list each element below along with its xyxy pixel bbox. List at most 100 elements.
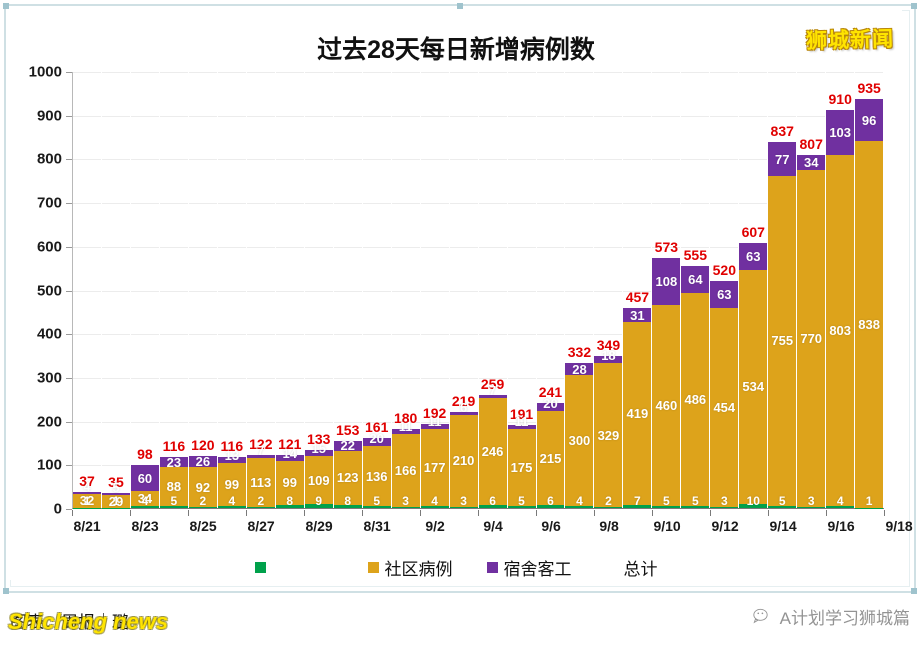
frame-handle-top-center[interactable] bbox=[457, 3, 463, 9]
bar-segment-community-value: 99 bbox=[224, 477, 240, 493]
watermark-top-right: 狮城新闻 bbox=[805, 27, 895, 54]
bar-column[interactable]: 837 77 755 5 bbox=[768, 72, 798, 508]
y-tick-mark bbox=[66, 203, 72, 205]
legend-community[interactable]: 社区病例 bbox=[367, 555, 453, 580]
bar-segment-community: 300 bbox=[565, 375, 594, 507]
legend-imported[interactable] bbox=[254, 561, 272, 573]
y-tick-label: 700 bbox=[36, 194, 62, 212]
bar-column[interactable]: 555 64 486 5 bbox=[681, 72, 711, 508]
bar-column[interactable]: 98 60 34 4 bbox=[130, 72, 160, 508]
bar-total-label: 935 bbox=[857, 80, 881, 97]
bar-column[interactable]: 573 108 460 5 bbox=[652, 72, 682, 508]
bar-stack: 116 13 99 4 bbox=[217, 438, 246, 508]
bar-column[interactable]: 180 11 166 3 bbox=[391, 72, 421, 508]
bar-column[interactable]: 219 6 210 3 bbox=[449, 72, 479, 508]
bar-column[interactable]: 153 22 123 8 bbox=[333, 72, 363, 508]
bar-column[interactable]: 607 63 534 10 bbox=[739, 72, 769, 508]
bar-segment-dormitory-value: 96 bbox=[861, 112, 877, 128]
bar-segment-dormitory: 11 bbox=[507, 415, 536, 430]
y-tick-mark bbox=[66, 509, 72, 510]
bar-segment-imported: 9 bbox=[304, 495, 333, 508]
bar-column[interactable]: 349 18 329 2 bbox=[594, 72, 624, 508]
bar-total-label: 153 bbox=[336, 422, 360, 439]
bar-stack: 192 11 177 4 bbox=[420, 405, 449, 508]
x-tick-label: 9/2 bbox=[425, 518, 445, 534]
bar-column[interactable]: 161 20 136 5 bbox=[362, 72, 392, 508]
bar-stack: 120 26 92 2 bbox=[188, 437, 217, 508]
x-tick-mark bbox=[188, 510, 189, 516]
y-tick-mark bbox=[66, 290, 72, 292]
legend-dormitory[interactable]: 宿舍客工 bbox=[486, 555, 572, 580]
x-tick-mark bbox=[72, 510, 73, 516]
bar-segment-community: 92 bbox=[188, 466, 217, 508]
bar-column[interactable]: 191 11 175 5 bbox=[507, 72, 537, 508]
bar-column[interactable]: 121 14 99 8 bbox=[275, 72, 305, 508]
bar-column[interactable]: 116 23 88 5 bbox=[159, 72, 189, 508]
bar-segment-community: 99 bbox=[217, 463, 246, 507]
x-tick-label: 9/4 bbox=[483, 518, 503, 534]
frame-handle-top-right[interactable] bbox=[911, 3, 917, 9]
bar-segment-dormitory: 103 bbox=[826, 110, 855, 156]
bar-segment-community: 770 bbox=[797, 170, 826, 507]
bar-segment-imported-value: 3 bbox=[807, 494, 815, 508]
bar-segment-dormitory: 20 bbox=[362, 432, 391, 447]
bar-column[interactable]: 910 103 803 4 bbox=[826, 72, 856, 508]
chart-card: 过去28天每日新增病例数 狮城新闻 37 4 32 1 35 5 29 1 98 60 34 4 116… bbox=[10, 10, 913, 582]
x-tick-mark bbox=[420, 510, 421, 516]
bar-segment-community-value: 755 bbox=[771, 333, 794, 349]
bar-segment-imported: 2 bbox=[594, 495, 623, 508]
bar-total-label: 192 bbox=[422, 405, 447, 422]
bar-total-label: 520 bbox=[712, 261, 736, 278]
bar-column[interactable]: 935 96 838 1 bbox=[855, 72, 885, 508]
bar-segment-community: 755 bbox=[768, 175, 797, 506]
x-tick-mark bbox=[536, 510, 537, 516]
x-tick-label: 9/14 bbox=[769, 518, 797, 534]
bar-segment-imported: 5 bbox=[768, 495, 797, 508]
bar-segment-dormitory: 11 bbox=[391, 420, 420, 435]
bar-total-label: 116 bbox=[162, 438, 186, 455]
bar-column[interactable]: 37 4 32 1 bbox=[73, 72, 102, 508]
bar-column[interactable]: 192 11 177 4 bbox=[420, 72, 450, 508]
frame-handle-top-left[interactable] bbox=[3, 3, 9, 9]
bar-segment-community-value: 838 bbox=[858, 316, 880, 332]
bar-column[interactable]: 120 26 92 2 bbox=[188, 72, 218, 508]
chart-legend: 社区病例 宿舍客工 总计 bbox=[10, 552, 902, 582]
bar-segment-community-value: 486 bbox=[684, 392, 707, 408]
bar-column[interactable]: 133 15 109 9 bbox=[304, 72, 334, 508]
bar-segment-dormitory: 11 bbox=[420, 415, 449, 429]
bar-column[interactable]: 259 7 246 6 bbox=[478, 72, 508, 508]
x-tick-mark bbox=[826, 510, 827, 516]
bar-segment-imported-value: 5 bbox=[778, 494, 786, 508]
frame-handle-bottom-left[interactable] bbox=[3, 588, 9, 594]
bar-segment-imported: 5 bbox=[681, 495, 710, 508]
legend-total[interactable]: 总计 bbox=[624, 555, 658, 580]
bar-total-label: 573 bbox=[654, 238, 679, 255]
legend-dormitory-swatch bbox=[486, 561, 498, 573]
bar-series-group: 37 4 32 1 35 5 29 1 98 60 34 4 116 23 88 5 120 26 92 2 116 13… bbox=[73, 72, 885, 508]
bar-total-label: 241 bbox=[538, 383, 563, 400]
bar-column[interactable]: 122 7 113 2 bbox=[246, 72, 276, 508]
bar-segment-dormitory: 18 bbox=[594, 349, 623, 364]
bar-segment-imported-value: 3 bbox=[460, 494, 467, 508]
bar-segment-imported: 4 bbox=[217, 495, 246, 508]
bar-column[interactable]: 520 63 454 3 bbox=[710, 72, 740, 508]
legend-community-label: 社区病例 bbox=[384, 559, 453, 579]
frame-handle-bottom-right[interactable] bbox=[911, 588, 917, 594]
bar-segment-community: 113 bbox=[246, 457, 275, 508]
plot-area: 37 4 32 1 35 5 29 1 98 60 34 4 116 23 88 5 120 26 92 2 116 13… bbox=[29, 64, 885, 518]
bar-column[interactable]: 241 20 215 6 bbox=[536, 72, 566, 508]
bar-segment-imported-value: 9 bbox=[315, 494, 323, 508]
bar-segment-community-value: 99 bbox=[282, 475, 297, 491]
bar-segment-community: 838 bbox=[855, 141, 884, 508]
bar-column[interactable]: 332 28 300 4 bbox=[565, 72, 595, 508]
bar-column[interactable]: 457 31 419 7 bbox=[623, 72, 653, 508]
bar-segment-community: 215 bbox=[536, 411, 565, 506]
bar-total-label: 37 bbox=[79, 472, 95, 489]
bar-segment-dormitory: 64 bbox=[681, 265, 710, 294]
bar-column[interactable]: 807 34 770 3 bbox=[797, 72, 827, 508]
bar-column[interactable]: 116 13 99 4 bbox=[217, 72, 247, 508]
bar-column[interactable]: 35 5 29 1 bbox=[101, 72, 131, 508]
bar-stack: 121 14 99 8 bbox=[275, 436, 304, 508]
bar-segment-dormitory-value: 63 bbox=[746, 249, 761, 265]
bar-stack: 573 108 460 5 bbox=[652, 239, 681, 508]
